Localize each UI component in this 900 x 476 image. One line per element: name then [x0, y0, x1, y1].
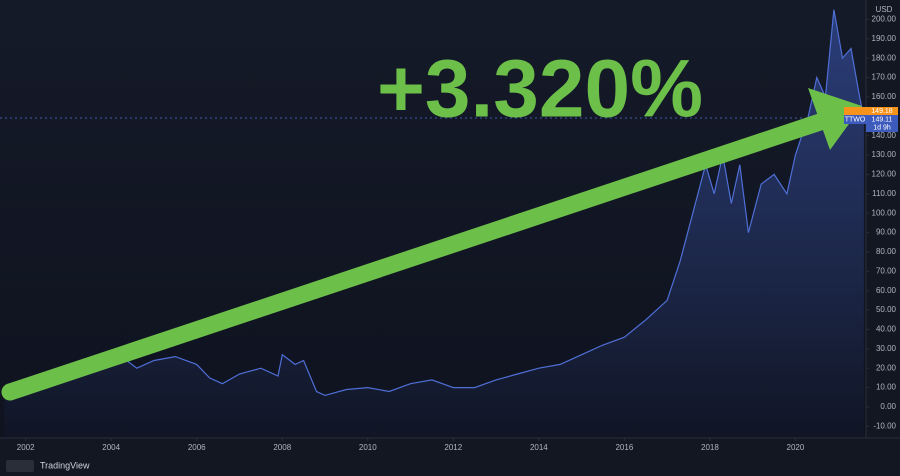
y-tick-label: 60.00 — [876, 286, 897, 295]
tag-box — [844, 107, 866, 116]
x-tick-label: 2014 — [530, 443, 548, 452]
arrow-head — [808, 88, 862, 150]
x-tick-label: 2020 — [787, 443, 805, 452]
tag-box — [844, 115, 866, 125]
y-tick-label: 200.00 — [872, 14, 897, 23]
x-tick-label: 2012 — [444, 443, 462, 452]
y-tick-label: 50.00 — [876, 305, 897, 314]
x-tick-label: 2004 — [102, 443, 120, 452]
price-tag: 149.18 — [871, 108, 893, 115]
tag-box — [866, 115, 898, 133]
y-tick-label: 130.00 — [872, 150, 897, 159]
y-tick-label: 70.00 — [876, 266, 897, 275]
y-tick-label: -10.00 — [873, 421, 896, 430]
y-tick-label: 80.00 — [876, 247, 897, 256]
y-tick-label: 10.00 — [876, 383, 897, 392]
x-tick-label: 2010 — [359, 443, 377, 452]
x-tick-label: 2008 — [273, 443, 291, 452]
brand: TradingView — [40, 460, 90, 470]
trend-arrow — [1, 88, 862, 401]
y-tick-label: 170.00 — [872, 73, 897, 82]
y-tick-label: 100.00 — [872, 208, 897, 217]
price-line — [4, 9, 865, 397]
x-tick-label: 2016 — [615, 443, 633, 452]
x-tick-label: 2006 — [188, 443, 206, 452]
y-tick-label: 90.00 — [876, 228, 897, 237]
area-fill — [4, 9, 864, 438]
y-tick-label: 30.00 — [876, 344, 897, 353]
y-tick-label: 140.00 — [872, 131, 897, 140]
y-tick-label: 20.00 — [876, 363, 897, 372]
tag-box — [866, 107, 898, 116]
y-tick-label: 160.00 — [872, 92, 897, 101]
annotation: +3.320% — [377, 44, 703, 135]
symbol-tag: TTWO — [845, 116, 866, 123]
x-tick-label: 2002 — [17, 443, 35, 452]
y-tick-label: 110.00 — [872, 189, 896, 198]
y-tick-label: 180.00 — [872, 53, 897, 62]
currency: USD — [876, 5, 893, 14]
countdown-tag: 1d 9h — [873, 124, 891, 131]
price-tag: 149.11 — [872, 116, 893, 123]
x-tick-label: 2018 — [701, 443, 719, 452]
y-tick-label: 0.00 — [880, 402, 896, 411]
y-tick-label: 40.00 — [876, 325, 897, 334]
y-tick-label: 190.00 — [872, 34, 897, 43]
arrow-shaft — [1, 113, 829, 401]
brand-logo — [6, 460, 34, 472]
y-tick-label: 120.00 — [872, 170, 897, 179]
